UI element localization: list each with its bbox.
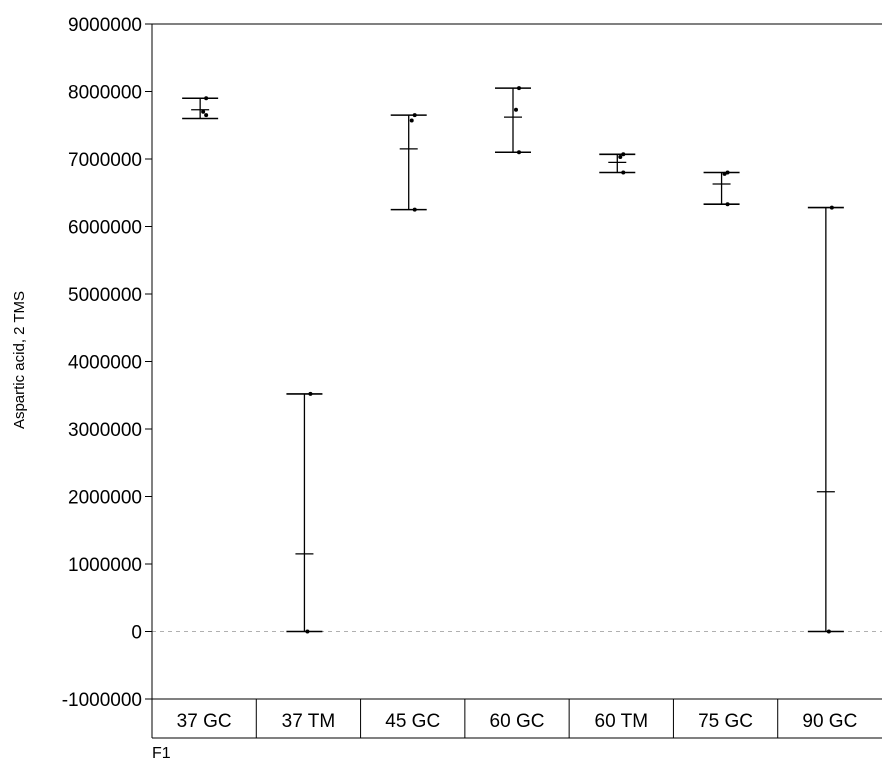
data-point (725, 202, 730, 207)
y-tick-label: 0 (131, 623, 142, 644)
y-tick-label: 9000000 (68, 15, 142, 36)
data-point (517, 86, 521, 91)
category-label: 60 GC (490, 711, 545, 732)
group-37-gc (182, 96, 219, 120)
data-point (618, 154, 623, 159)
data-point (621, 170, 626, 175)
y-tick-label: 1000000 (68, 555, 142, 576)
group-37-tm (286, 391, 323, 634)
data-point (204, 113, 209, 118)
category-label: 60 TM (595, 711, 649, 732)
y-tick-label: 3000000 (68, 420, 142, 441)
data-point (409, 118, 414, 123)
data-point (201, 109, 206, 114)
data-point (204, 96, 209, 101)
data-point (725, 170, 730, 175)
data-point (517, 150, 521, 155)
y-tick-label: 8000000 (68, 83, 142, 104)
y-tick-label: -1000000 (62, 690, 142, 711)
data-point (305, 629, 310, 634)
group-45-gc (390, 113, 427, 212)
category-label: 45 GC (385, 711, 440, 732)
y-tick-label: 2000000 (68, 488, 142, 509)
category-label: 37 GC (177, 711, 232, 732)
y-axis: 9000000 8000000 7000000 6000000 5000000 40000… (62, 15, 882, 739)
category-label: 75 GC (698, 711, 753, 732)
data-point (412, 113, 417, 118)
data-point (412, 207, 417, 212)
factor-label: F1 (152, 745, 171, 762)
y-tick-label: 6000000 (68, 218, 142, 239)
data-point (826, 629, 831, 634)
y-tick-label: 7000000 (68, 150, 142, 171)
category-axis: 37 GC 37 TM 45 GC 60 GC 60 TM 75 GC 90 GC (177, 699, 857, 738)
group-60-tm (599, 152, 636, 175)
y-tick-label: 5000000 (68, 285, 142, 306)
data-point (829, 205, 834, 210)
data-point (722, 171, 727, 176)
group-90-gc (807, 205, 844, 634)
data-point (514, 107, 518, 112)
group-60-gc (495, 86, 531, 155)
data-point (308, 391, 313, 396)
y-tick-label: 4000000 (68, 353, 142, 374)
group-75-gc (703, 170, 740, 207)
category-label: 37 TM (282, 711, 336, 732)
data-point (621, 152, 626, 157)
data-marks (182, 86, 844, 634)
y-axis-title: Aspartic acid, 2 TMS (11, 291, 28, 429)
category-label: 90 GC (802, 711, 857, 732)
